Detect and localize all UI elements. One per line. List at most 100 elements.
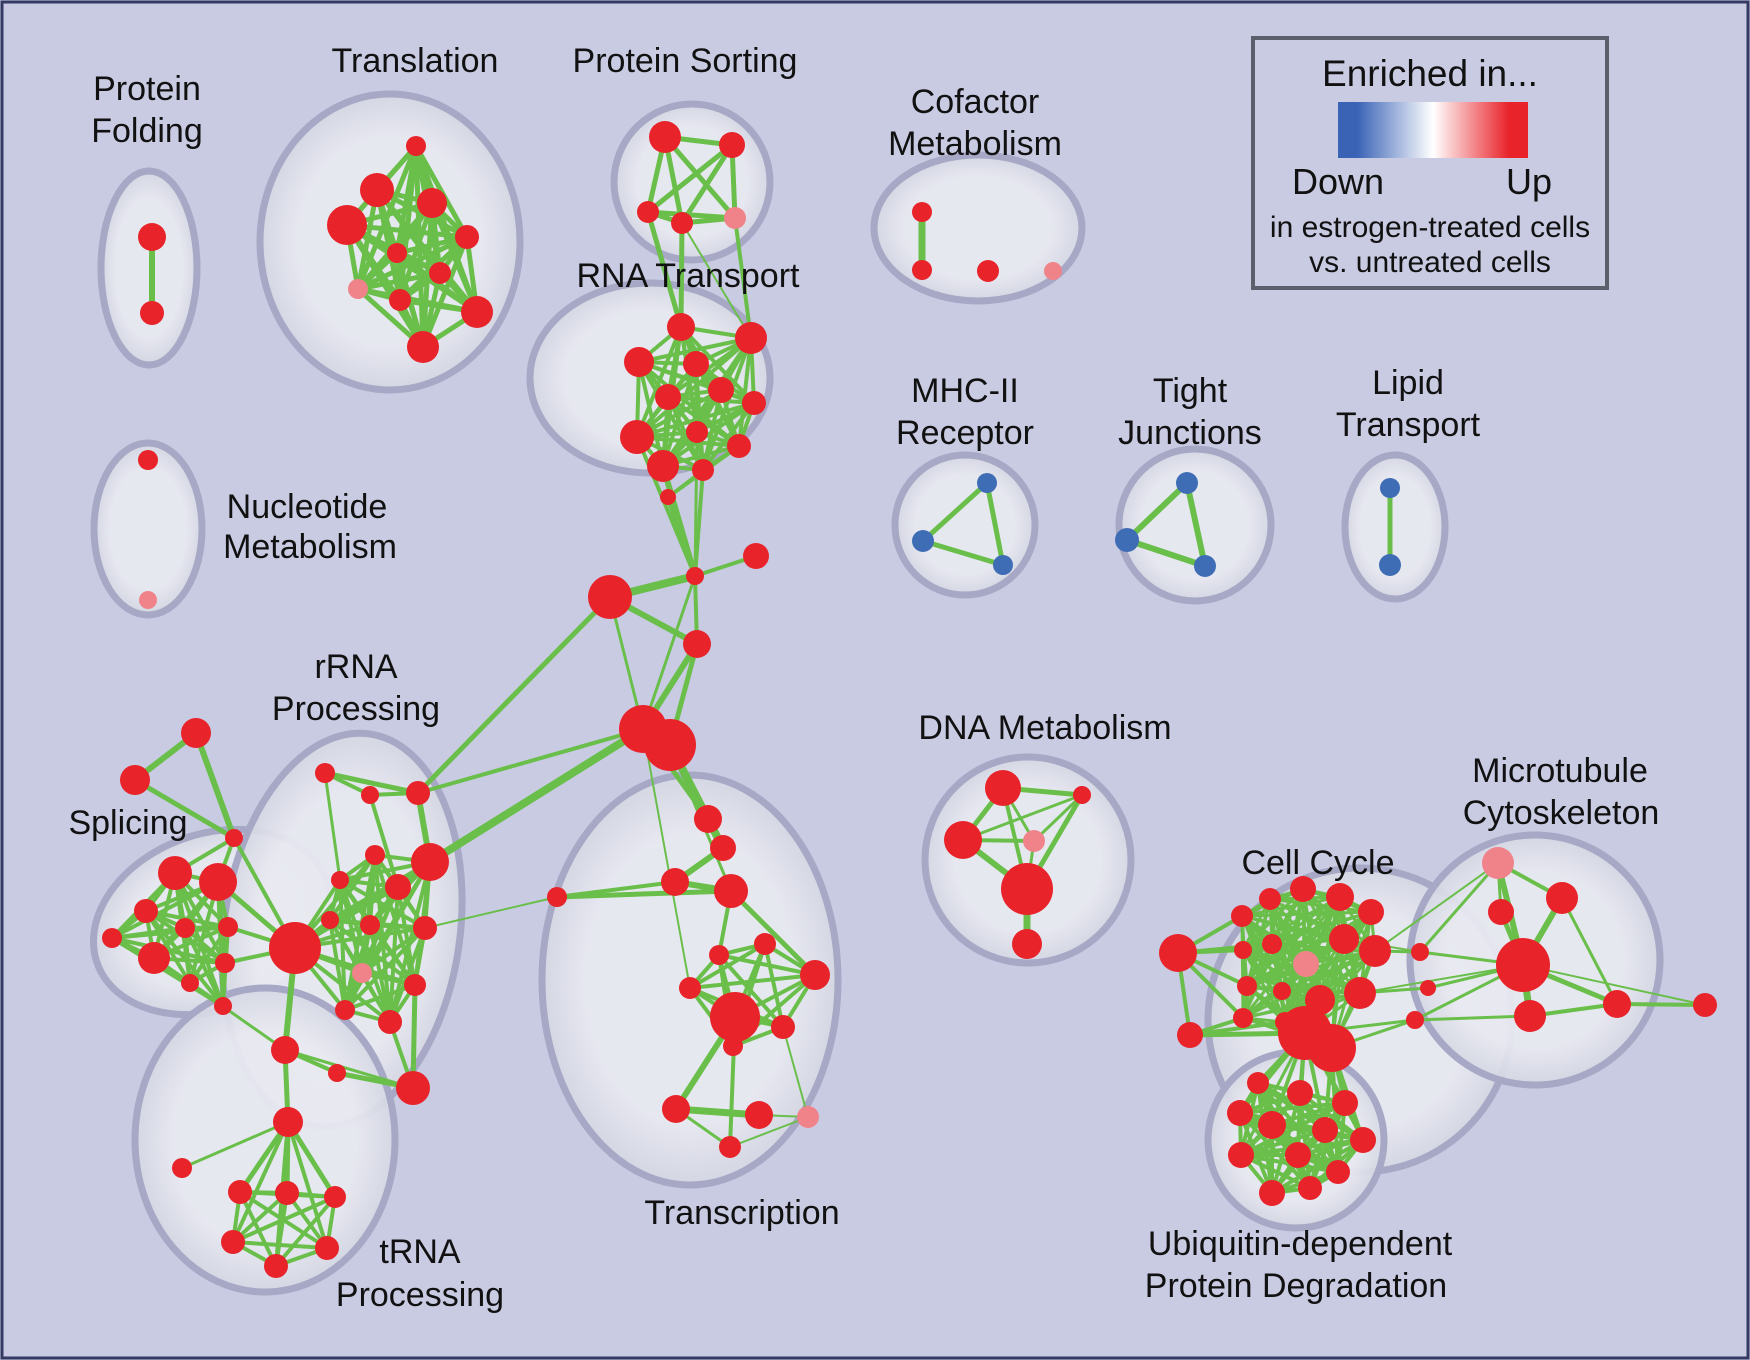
- gene-set-node-x0: [660, 489, 676, 505]
- gene-set-node-s9: [215, 953, 235, 973]
- gene-set-node-rt6: [708, 377, 734, 403]
- cluster-label-ubiquitin-degradation-line1: Protein Degradation: [1145, 1267, 1447, 1305]
- edge-cc14-m4: [1359, 964, 1524, 994]
- edge-mh1-mh3: [984, 480, 1006, 568]
- cluster-ellipse-dna-metabolism: [921, 753, 1135, 967]
- gene-set-node-s6: [102, 928, 122, 948]
- gene-set-node-t5: [455, 225, 479, 249]
- edge-tj1-tj2: [1124, 480, 1190, 543]
- gene-set-node-ps3: [637, 201, 659, 223]
- edge-t7-t8: [355, 270, 443, 292]
- edge-s5-s8: [188, 925, 230, 985]
- edge-rt2-rt3: [637, 336, 753, 364]
- gene-set-node-u12: [1326, 1160, 1350, 1184]
- edge-t5-t11: [420, 234, 470, 350]
- edge-rt9-x2: [693, 430, 699, 578]
- cluster-label-nucleotide-metabolism-line0: Nucleotide: [227, 488, 388, 526]
- gene-set-node-u1: [1247, 1072, 1269, 1094]
- edge-cn3-m5: [1413, 1014, 1532, 1022]
- gene-set-node-r13: [404, 974, 426, 996]
- gene-set-node-u10: [1259, 1180, 1285, 1206]
- gene-set-node-tr12: [723, 1036, 743, 1056]
- gene-set-node-sp1: [181, 718, 211, 748]
- gene-set-node-th3: [273, 1107, 303, 1137]
- gene-set-node-t11: [407, 331, 439, 363]
- gene-set-node-cc10: [1359, 935, 1391, 967]
- legend: Enriched in... Down Up in estrogen-treated …: [1251, 36, 1609, 290]
- gene-set-node-h4: [221, 1230, 245, 1254]
- gene-set-node-tj2: [1115, 528, 1139, 552]
- edge-r5-r14: [343, 860, 432, 1012]
- gene-set-node-t2: [360, 173, 394, 207]
- gene-set-node-cc6: [1234, 941, 1252, 959]
- edge-th3-tl: [180, 1120, 290, 1170]
- gene-set-node-tr7: [709, 945, 729, 965]
- gene-set-node-u6: [1312, 1117, 1338, 1143]
- edge-tr16-tr15: [729, 1116, 809, 1148]
- cluster-label-transcription-line0: Transcription: [644, 1194, 839, 1232]
- gene-set-node-m2: [1546, 882, 1578, 914]
- edge-tr7-tr11: [717, 953, 785, 1029]
- cluster-label-mhc-ii-receptor-line0: MHC-II: [911, 372, 1019, 410]
- edge-tj1-tj3: [1184, 480, 1208, 569]
- edge-sp1-sp3: [193, 730, 237, 841]
- gene-set-node-u7: [1228, 1142, 1254, 1168]
- gene-set-node-s8: [181, 974, 199, 992]
- edge-m6-m7: [1615, 1002, 1707, 1007]
- edge-tr11-tr15: [782, 1026, 809, 1118]
- gene-set-node-rt7: [742, 391, 766, 415]
- edge-r13-r14: [343, 983, 417, 1012]
- edge-m2-m6: [1560, 896, 1619, 1006]
- cluster-label-cofactor-metabolism-line1: Metabolism: [888, 125, 1062, 163]
- gene-set-node-t7: [429, 262, 451, 284]
- gene-set-node-ccs1: [1159, 934, 1197, 972]
- gene-set-node-tj3: [1194, 555, 1216, 577]
- gene-set-node-u9: [1350, 1127, 1376, 1153]
- gene-set-node-t3: [417, 188, 447, 218]
- gene-set-node-cc8: [1293, 951, 1319, 977]
- gene-set-node-rt11: [647, 450, 679, 482]
- edge-rt7-rt12: [701, 401, 756, 472]
- gene-set-node-nm1: [138, 450, 158, 470]
- gene-set-node-r15: [378, 1010, 402, 1034]
- gene-set-node-m5: [1514, 1000, 1546, 1032]
- edge-th1-tb: [283, 1048, 415, 1090]
- edge-r13-tb: [410, 982, 418, 1091]
- gene-set-node-rt12: [692, 459, 714, 481]
- gene-set-node-h1: [228, 1180, 252, 1204]
- cluster-label-rrna-processing-line1: Processing: [272, 690, 440, 728]
- gene-set-node-x7: [644, 719, 696, 771]
- gene-set-node-s7: [138, 942, 170, 974]
- edge-x4-r3: [415, 594, 613, 796]
- cluster-label-protein-folding-line0: Protein: [93, 70, 201, 108]
- gene-set-node-sp3: [225, 829, 243, 847]
- edge-tr4-r10: [424, 896, 558, 929]
- edge-x6-r3: [416, 727, 645, 795]
- nodes: [102, 121, 1717, 1278]
- cluster-ellipse-nucleotide-metabolism: [90, 439, 206, 619]
- gene-set-node-pf1: [138, 223, 166, 251]
- gene-set-node-tr14: [745, 1101, 773, 1129]
- edge-rt1-rt8: [635, 325, 683, 439]
- cluster-ellipse-protein-sorting: [610, 100, 774, 264]
- legend-caption-line0: in estrogen-treated cells: [1270, 211, 1590, 244]
- edge-th3-h5: [286, 1120, 329, 1250]
- gene-set-node-t8: [348, 279, 368, 299]
- cluster-label-translation-line0: Translation: [332, 42, 499, 80]
- edge-mh1-mh2: [920, 480, 990, 544]
- gene-set-node-d6: [1012, 929, 1042, 959]
- gene-set-node-tr11: [771, 1015, 795, 1039]
- edge-r6-r10: [338, 878, 427, 930]
- cluster-label-splicing-line0: Splicing: [68, 804, 187, 842]
- cluster-label-dna-metabolism-line0: DNA Metabolism: [918, 709, 1171, 747]
- edge-tr6-tr11: [763, 942, 785, 1029]
- edge-s5-s6: [110, 925, 230, 940]
- gene-set-node-cc18: [1308, 1024, 1356, 1072]
- edge-rt7-rt8: [635, 401, 756, 439]
- gene-set-node-m7: [1693, 993, 1717, 1017]
- gene-set-node-cc5: [1358, 899, 1384, 925]
- cluster-label-lipid-transport-line1: Transport: [1336, 406, 1481, 444]
- edge-ps3-rt1: [645, 209, 684, 330]
- edge-h3-h4: [231, 1195, 337, 1244]
